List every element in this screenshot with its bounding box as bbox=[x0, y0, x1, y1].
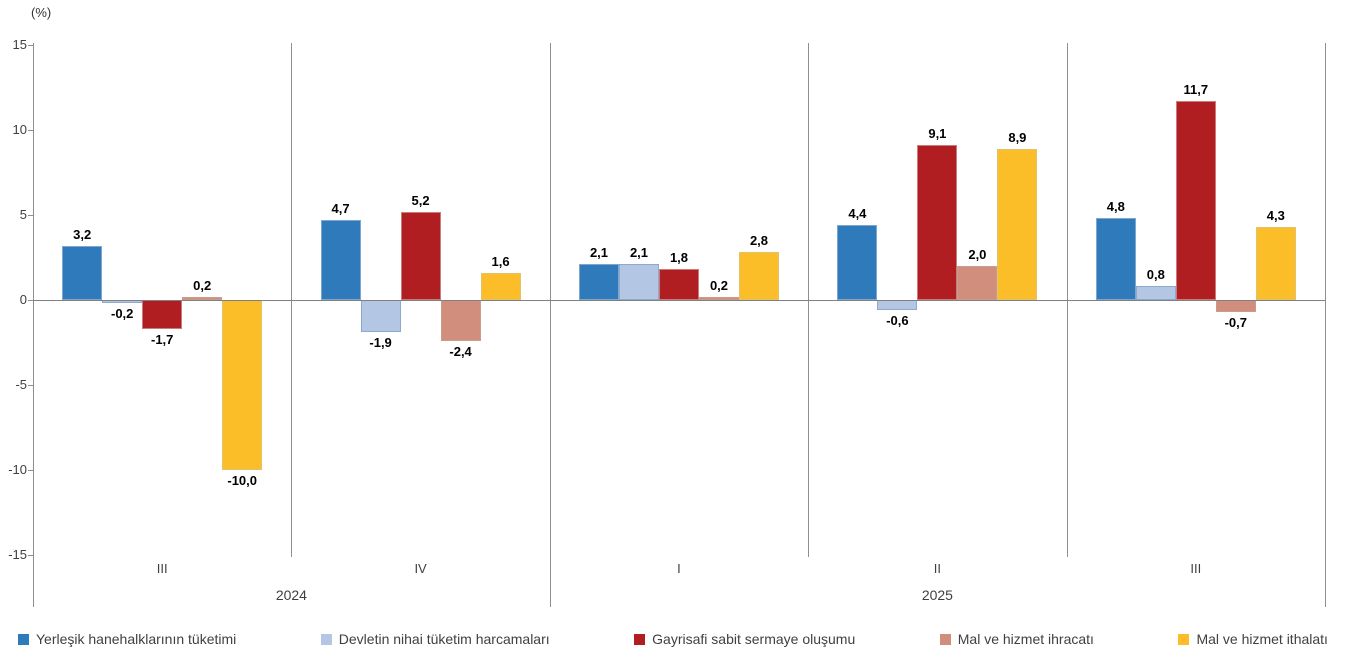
bar-value-label: 9,1 bbox=[928, 126, 947, 142]
y-tick-mark bbox=[28, 130, 33, 131]
bar-value-label: 0,8 bbox=[1146, 267, 1165, 283]
x-category-label: III bbox=[156, 561, 168, 576]
bar-s1-g5 bbox=[1095, 218, 1136, 300]
x-category-label: II bbox=[933, 561, 941, 576]
bar-s5-g5 bbox=[1255, 226, 1296, 300]
bar-s3-g1 bbox=[142, 300, 183, 329]
y-tick-mark bbox=[28, 45, 33, 46]
y-tick-label: -5 bbox=[15, 377, 27, 392]
x-category-label: I bbox=[677, 561, 681, 576]
bar-s5-g3 bbox=[739, 252, 779, 300]
bar-s2-g5 bbox=[1135, 286, 1176, 300]
bar-s5-g2 bbox=[480, 272, 521, 300]
y-tick-label: 10 bbox=[12, 122, 27, 137]
y-tick-label: 5 bbox=[19, 207, 27, 222]
legend-swatch-icon bbox=[320, 633, 332, 645]
bar-s1-g3 bbox=[579, 264, 619, 300]
y-tick-label: 15 bbox=[12, 37, 27, 52]
y-tick-mark bbox=[28, 470, 33, 471]
bar-value-label: 2,1 bbox=[629, 245, 649, 261]
legend-label: Mal ve hizmet ithalatı bbox=[1196, 631, 1328, 647]
legend: Yerleşik hanehalklarının tüketimi Devleti… bbox=[0, 631, 1346, 647]
x-year-label: 2024 bbox=[275, 587, 307, 603]
plot-right-border bbox=[1325, 43, 1326, 607]
legend-swatch-icon bbox=[939, 633, 951, 645]
bar-value-label: 4,4 bbox=[848, 206, 867, 222]
group-separator-line bbox=[549, 43, 551, 607]
legend-swatch-icon bbox=[1178, 633, 1190, 645]
bar-s3-g5 bbox=[1175, 101, 1216, 300]
bar-s4-g1 bbox=[182, 296, 223, 300]
bar-value-label: 1,6 bbox=[491, 253, 510, 269]
bar-s4-g4 bbox=[957, 266, 998, 300]
bar-value-label: 4,8 bbox=[1106, 199, 1125, 215]
bar-value-label: 2,1 bbox=[589, 245, 609, 261]
legend-label: Yerleşik hanehalklarının tüketimi bbox=[36, 631, 237, 647]
bar-s4-g2 bbox=[440, 300, 481, 341]
legend-item-4: Mal ve hizmet ihracatı bbox=[939, 631, 1094, 647]
legend-swatch-icon bbox=[18, 633, 29, 645]
legend-item-5: Mal ve hizmet ithalatı bbox=[1178, 631, 1328, 647]
bar-s4-g3 bbox=[699, 296, 739, 300]
bar-value-label: 0,2 bbox=[709, 277, 729, 293]
bar-s3-g3 bbox=[659, 269, 699, 300]
legend-label: Mal ve hizmet ihracatı bbox=[957, 631, 1094, 647]
x-axis-zero-line bbox=[33, 300, 1325, 301]
bar-value-label: 2,8 bbox=[749, 233, 769, 249]
bar-value-label: 0,2 bbox=[193, 277, 212, 293]
bar-value-label: 11,7 bbox=[1183, 82, 1209, 98]
bar-s1-g4 bbox=[837, 225, 878, 300]
bar-value-label: -10,0 bbox=[227, 473, 257, 488]
legend-item-3: Gayrisafi sabit sermaye oluşumu bbox=[634, 631, 855, 647]
bar-value-label: 2,0 bbox=[968, 247, 987, 262]
bar-value-label: 4,3 bbox=[1266, 207, 1285, 223]
bar-value-label: 4,7 bbox=[331, 201, 350, 217]
y-axis-unit-label: (%) bbox=[31, 5, 52, 20]
bar-s1-g1 bbox=[62, 245, 103, 300]
y-tick-mark bbox=[28, 215, 33, 216]
y-tick-mark bbox=[28, 300, 33, 301]
legend-label: Devletin nihai tüketim harcamaları bbox=[338, 631, 550, 647]
y-tick-label: 0 bbox=[19, 292, 27, 307]
y-axis-line bbox=[33, 43, 34, 607]
bar-value-label: -0,7 bbox=[1224, 314, 1247, 330]
bar-value-label: -2,4 bbox=[449, 343, 472, 359]
bar-value-label: -1,9 bbox=[369, 335, 392, 351]
bar-s5-g4 bbox=[997, 148, 1038, 300]
bar-value-label: 1,8 bbox=[669, 250, 689, 266]
bar-value-label: 8,9 bbox=[1008, 129, 1027, 145]
bar-s2-g3 bbox=[619, 264, 659, 300]
x-category-label: IV bbox=[414, 561, 427, 576]
bar-value-label: -0,6 bbox=[886, 313, 909, 329]
bar-value-label: -1,7 bbox=[150, 331, 174, 347]
bar-value-label: 3,2 bbox=[73, 226, 92, 242]
y-tick-label: -10 bbox=[8, 462, 27, 477]
y-tick-mark bbox=[28, 555, 33, 556]
y-tick-label: -15 bbox=[8, 547, 27, 562]
bar-s5-g1 bbox=[222, 300, 263, 470]
bar-s3-g2 bbox=[400, 211, 441, 300]
bar-value-label: 5,2 bbox=[411, 192, 430, 208]
legend-swatch-icon bbox=[634, 633, 646, 645]
x-year-label: 2025 bbox=[921, 587, 953, 603]
bar-value-label: -0,2 bbox=[110, 306, 134, 322]
bar-s3-g4 bbox=[917, 145, 958, 300]
legend-item-2: Devletin nihai tüketim harcamaları bbox=[320, 631, 550, 647]
x-category-label: III bbox=[1190, 561, 1202, 576]
bar-s2-g4 bbox=[877, 300, 918, 311]
legend-label: Gayrisafi sabit sermaye oluşumu bbox=[652, 631, 856, 647]
y-tick-mark bbox=[28, 385, 33, 386]
bar-s4-g5 bbox=[1215, 300, 1256, 312]
bar-s1-g2 bbox=[320, 220, 361, 300]
legend-item-1: Yerleşik hanehalklarının tüketimi bbox=[18, 631, 236, 647]
bar-s2-g2 bbox=[360, 300, 401, 333]
